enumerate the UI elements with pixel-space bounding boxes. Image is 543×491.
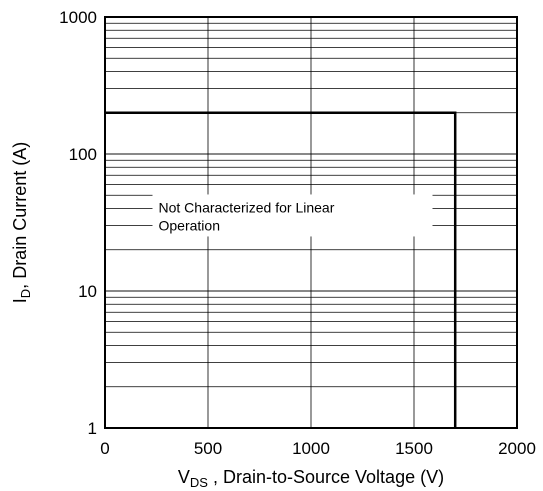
x-tick-labels: 0 500 1000 1500 2000 [100, 439, 536, 458]
annotation-line-1: Not Characterized for Linear [159, 199, 335, 215]
y-axis-label-subscript: D [18, 289, 33, 298]
y-tick-label: 1 [88, 419, 97, 438]
x-axis-label-rest: , Drain-to-Source Voltage (V) [208, 467, 444, 487]
x-tick-label: 1500 [395, 439, 433, 458]
annotation-background [152, 194, 433, 237]
y-tick-label: 10 [78, 282, 97, 301]
x-axis-label-subscript: DS [190, 475, 208, 490]
annotation: Not Characterized for Linear Operation [159, 199, 339, 233]
series-group [105, 111, 457, 428]
x-axis-label: VDS , Drain-to-Source Voltage (V) [178, 467, 444, 490]
y-tick-label: 1000 [59, 8, 97, 27]
y-axis-label-rest: , Drain Current (A) [10, 142, 30, 289]
y-tick-labels: 1 10 100 1000 [59, 8, 97, 438]
y-tick-label: 100 [69, 145, 97, 164]
series-line [105, 111, 457, 428]
x-axis-label-main: V [178, 467, 190, 487]
annotation-line-2: Operation [159, 217, 220, 233]
y-axis-label: ID, Drain Current (A) [10, 142, 33, 303]
x-tick-label: 500 [194, 439, 222, 458]
x-tick-label: 2000 [498, 439, 536, 458]
plot-frame [104, 16, 518, 429]
x-tick-label: 1000 [292, 439, 330, 458]
y-axis-label-main: I [10, 298, 30, 303]
x-tick-label: 0 [100, 439, 109, 458]
